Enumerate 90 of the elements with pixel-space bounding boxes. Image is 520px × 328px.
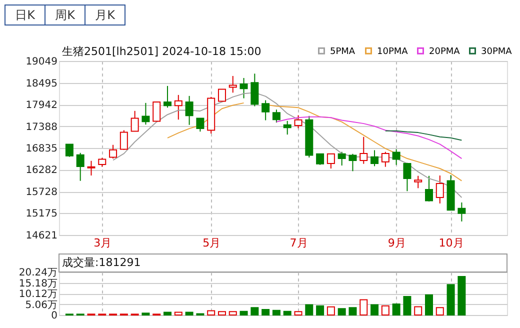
bar xyxy=(446,284,455,316)
y-tick-label: 10.12万 xyxy=(18,289,58,300)
y-tick-label: 16835 xyxy=(26,144,58,154)
candlestick xyxy=(218,88,226,102)
text: 月K xyxy=(95,8,116,22)
candlestick xyxy=(109,144,118,160)
legend-label: 10PMA xyxy=(377,46,409,57)
y-tick-label: 16282 xyxy=(26,165,58,176)
bar xyxy=(425,294,433,316)
bar xyxy=(250,307,259,316)
y-tick-label: 15175 xyxy=(26,208,58,220)
text: 日K xyxy=(15,8,36,22)
candlestick xyxy=(272,109,280,124)
y-tick-label: 19049 xyxy=(26,56,58,68)
candlestick xyxy=(403,162,412,192)
bar xyxy=(262,308,270,316)
y-tick-label: 15.18万 xyxy=(18,278,58,290)
candlestick xyxy=(87,160,96,176)
bar xyxy=(240,310,248,316)
candlestick xyxy=(458,202,466,222)
candlestick xyxy=(360,136,368,164)
candlestick xyxy=(414,175,422,189)
line-series xyxy=(384,130,462,141)
x-tick-label: 5月 xyxy=(202,236,221,250)
candlestick xyxy=(294,114,302,129)
x-tick-label: 10月 xyxy=(438,236,464,250)
y-tick-label: 0 xyxy=(51,310,58,322)
y-tick-label: 18495 xyxy=(26,78,58,90)
candlestick xyxy=(130,110,139,132)
candlestick xyxy=(185,95,194,126)
bar xyxy=(185,312,194,316)
candlestick xyxy=(370,150,379,167)
bar xyxy=(316,305,324,316)
candlestick xyxy=(76,152,84,182)
bar xyxy=(218,311,226,316)
x-tick-label: 9月 xyxy=(388,236,406,250)
legend-label: 20PMA xyxy=(429,46,461,57)
chart-title: 生猪2501[lh2501] 2024-10-18 15:00 xyxy=(62,45,262,58)
candlestick xyxy=(262,100,270,121)
candlestick xyxy=(142,102,150,126)
y-tick-label: 17942 xyxy=(26,100,58,111)
bar xyxy=(348,307,357,316)
candlestick xyxy=(425,175,433,202)
candlestick xyxy=(348,153,357,172)
bar xyxy=(272,310,280,316)
y-tick-label: 20.24万 xyxy=(18,268,58,278)
candlestick xyxy=(65,144,74,158)
bar xyxy=(370,304,379,316)
text: 周K xyxy=(55,8,76,22)
bar xyxy=(381,305,390,316)
y-tick-label: 14621 xyxy=(26,230,58,242)
line-series xyxy=(276,116,462,160)
bar xyxy=(392,303,400,316)
x-tick-label: 3月 xyxy=(94,236,112,250)
candlestick xyxy=(326,153,335,170)
candlestick xyxy=(240,77,248,99)
bar xyxy=(436,307,444,316)
candlestick xyxy=(283,120,292,136)
chart-title: 成交量:181291 xyxy=(62,256,141,269)
y-tick-label: 15728 xyxy=(26,187,58,198)
candlestick xyxy=(120,130,128,150)
bar xyxy=(164,312,172,316)
bar xyxy=(414,306,422,316)
candlestick xyxy=(381,151,390,168)
candlestick xyxy=(164,85,172,108)
bar xyxy=(305,304,314,316)
bar xyxy=(338,308,346,316)
candlestick xyxy=(196,118,204,132)
x-tick-label: 7月 xyxy=(290,236,308,250)
bar xyxy=(207,310,216,316)
candlestick xyxy=(228,75,237,94)
y-tick-label: 5.06万 xyxy=(25,300,58,311)
legend-label: 5PMA xyxy=(330,46,356,57)
bar xyxy=(360,299,368,316)
bar xyxy=(326,306,335,316)
candlestick xyxy=(174,94,182,120)
candlestick xyxy=(392,148,400,166)
candlestick xyxy=(338,151,346,166)
candlestick xyxy=(436,175,444,204)
candlestick xyxy=(316,153,324,166)
bar xyxy=(294,311,302,316)
bar xyxy=(228,311,237,316)
y-tick-label: 17388 xyxy=(26,122,58,133)
legend-label: 30PMA xyxy=(481,46,513,57)
candlestick xyxy=(152,101,161,122)
bar xyxy=(174,312,182,316)
bar xyxy=(403,296,412,316)
bar xyxy=(283,310,292,316)
candlestick xyxy=(250,73,259,107)
bar xyxy=(458,276,466,316)
